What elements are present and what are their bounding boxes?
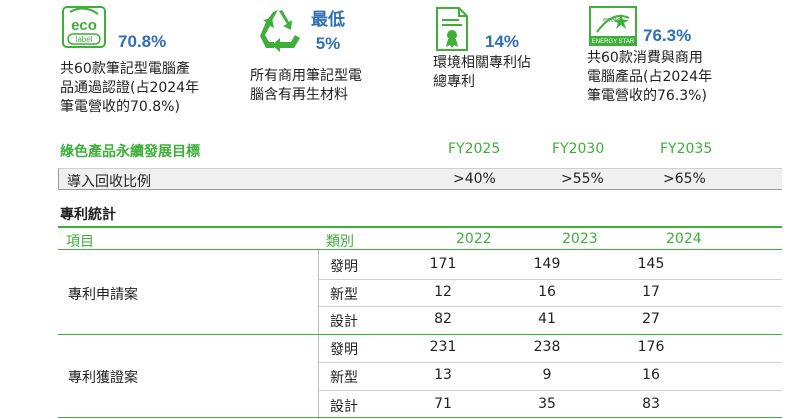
stat-description: 共60款筆記型電腦產 品通過認證(占2024年 筆電營收的70.8%) xyxy=(60,61,200,115)
goal-column-header: FY2030 xyxy=(552,141,605,157)
row-divider xyxy=(318,390,782,391)
row-category: 設計 xyxy=(330,399,358,415)
svg-text:label: label xyxy=(76,35,93,44)
row-divider xyxy=(318,279,782,280)
goals-title: 綠色產品永續發展目標 xyxy=(60,144,200,160)
table-cell: 171 xyxy=(429,256,457,272)
table-cell: 145 xyxy=(637,256,665,272)
row-category: 發明 xyxy=(330,342,358,358)
stat-value: 最低 5% xyxy=(311,10,345,53)
stat-description: 共60款消費與商用 電腦產品(占2024年 筆電營收的76.3%) xyxy=(587,50,713,104)
goal-row-label: 導入回收比例 xyxy=(67,174,151,190)
goal-value: >55% xyxy=(561,171,604,187)
goal-value: >40% xyxy=(453,171,496,187)
table-cell: 35 xyxy=(538,396,556,412)
row-divider xyxy=(318,306,782,307)
table-cell: 238 xyxy=(533,339,561,355)
table-cell: 17 xyxy=(642,284,660,300)
table-cell: 16 xyxy=(538,284,556,300)
table-cell: 176 xyxy=(637,339,665,355)
table-cell: 231 xyxy=(429,339,457,355)
svg-text:eco: eco xyxy=(71,17,97,34)
header-year: 2022 xyxy=(456,231,492,247)
patents-table-header: 項目 類別 2022 2023 2024 xyxy=(58,226,782,250)
header-year: 2024 xyxy=(666,231,702,247)
table-cell: 71 xyxy=(434,396,452,412)
group-label: 專利獲證案 xyxy=(68,370,138,386)
ecolabel-icon: eco label xyxy=(62,6,106,52)
header-category: 類別 xyxy=(326,234,354,250)
certificate-icon xyxy=(435,6,469,56)
patents-title: 專利統計 xyxy=(60,207,116,223)
table-cell: 9 xyxy=(542,367,552,383)
table-cell: 12 xyxy=(434,284,452,300)
stat-value: 70.8% xyxy=(118,32,167,51)
stat-value: 76.3% xyxy=(643,26,692,45)
goal-row: 導入回收比例 >40% >55% >65% xyxy=(58,168,782,190)
row-category: 新型 xyxy=(330,370,358,386)
group-divider xyxy=(58,334,782,335)
header-item: 項目 xyxy=(66,234,94,250)
table-bottom-border xyxy=(58,417,782,418)
table-cell: 27 xyxy=(642,311,660,327)
row-category: 發明 xyxy=(330,259,358,275)
goal-column-header: FY2035 xyxy=(660,141,713,157)
stat-description: 所有商用筆記型電 腦含有再生材料 xyxy=(250,68,362,103)
row-divider xyxy=(318,362,782,363)
svg-text:ENERGY STAR: ENERGY STAR xyxy=(592,39,635,45)
table-cell: 13 xyxy=(434,367,452,383)
header-year: 2023 xyxy=(562,231,598,247)
table-cell: 149 xyxy=(533,256,561,272)
stat-description: 環境相關專利佔 總專利 xyxy=(433,55,531,90)
row-category: 設計 xyxy=(330,314,358,330)
energy-star-icon: energy ENERGY STAR xyxy=(589,6,637,50)
recycle-icon xyxy=(256,8,302,56)
goal-value: >65% xyxy=(663,171,706,187)
table-cell: 16 xyxy=(642,367,660,383)
table-cell: 83 xyxy=(642,396,660,412)
group-label: 專利申請案 xyxy=(68,287,138,303)
goal-column-header: FY2025 xyxy=(448,141,501,157)
goals-header: 綠色產品永續發展目標 FY2025 FY2030 FY2035 xyxy=(60,141,782,161)
row-category: 新型 xyxy=(330,287,358,303)
table-cell: 82 xyxy=(434,311,452,327)
table-cell: 41 xyxy=(538,311,556,327)
stat-value: 14% xyxy=(485,32,520,51)
